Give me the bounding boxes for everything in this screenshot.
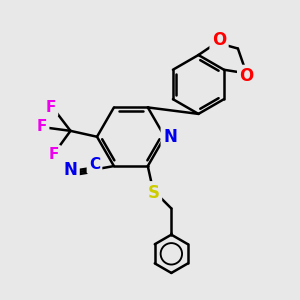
Text: F: F — [46, 100, 56, 115]
Text: F: F — [37, 119, 47, 134]
Text: C: C — [89, 157, 100, 172]
Text: N: N — [163, 128, 177, 146]
Text: F: F — [49, 147, 59, 162]
Text: N: N — [63, 160, 77, 178]
Text: O: O — [239, 67, 254, 85]
Text: O: O — [212, 31, 226, 49]
Text: S: S — [148, 184, 160, 202]
